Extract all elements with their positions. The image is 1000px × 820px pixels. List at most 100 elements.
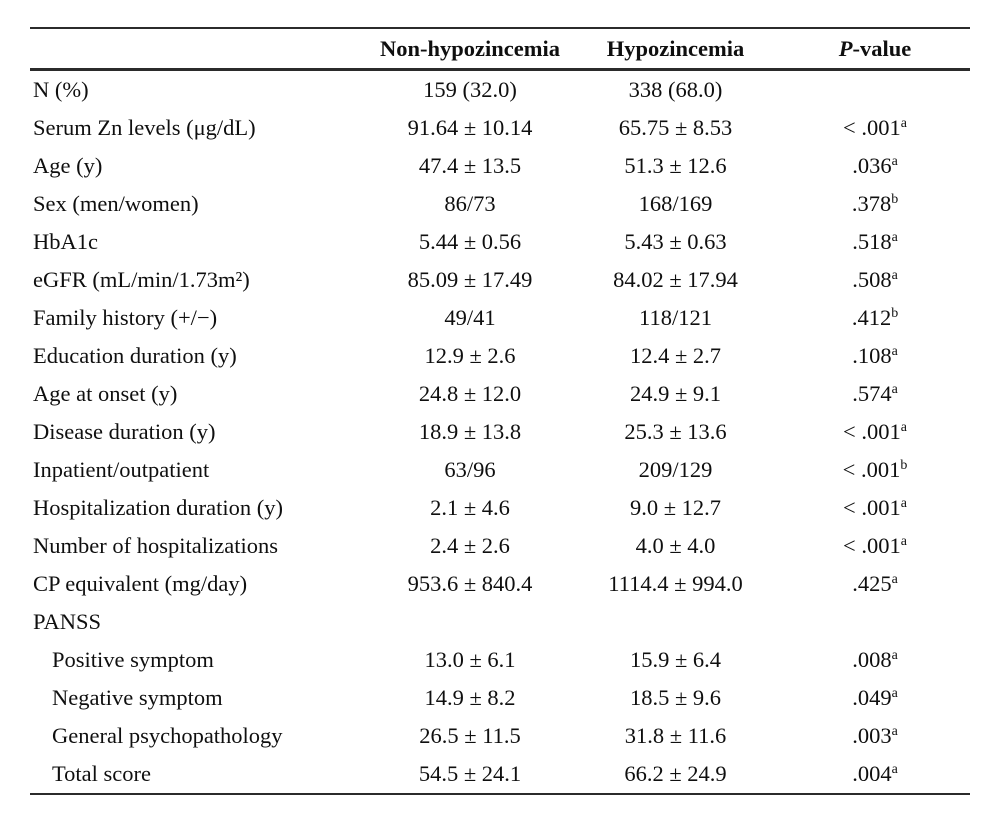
row-label: PANSS	[33, 609, 101, 634]
table-row: Inpatient/outpatient 63/96 209/129 < .00…	[30, 451, 970, 489]
hypozincemia-value: 12.4 ± 2.7	[629, 343, 722, 368]
hypozincemia-value: 209/129	[638, 457, 713, 482]
non-hypozincemia-value: 85.09 ± 17.49	[407, 267, 533, 292]
non-hypozincemia-value: 49/41	[444, 305, 496, 330]
p-value-superscript: b	[891, 306, 899, 322]
p-value-cell: .008a	[780, 647, 970, 673]
non-hypozincemia-value: 54.5 ± 24.1	[418, 761, 522, 786]
p-value-cell: .425a	[780, 571, 970, 597]
p-value-rest: -value	[852, 35, 912, 61]
table-row: Education duration (y) 12.9 ± 2.6 12.4 ±…	[30, 337, 970, 375]
p-value-text: .574	[852, 381, 892, 406]
table-row: PANSS	[30, 603, 970, 641]
row-label: N (%)	[33, 77, 89, 102]
hypozincemia-value: 24.9 ± 9.1	[629, 381, 722, 406]
table-row: Disease duration (y) 18.9 ± 13.8 25.3 ± …	[30, 413, 970, 451]
table-row: Total score 54.5 ± 24.1 66.2 ± 24.9 .004…	[30, 755, 970, 793]
table-row: HbA1c 5.44 ± 0.56 5.43 ± 0.63 .518a	[30, 223, 970, 261]
p-value-text: < .001	[843, 533, 901, 558]
row-label: General psychopathology	[52, 723, 283, 748]
col-header-hypozincemia: Hypozincemia	[606, 35, 745, 61]
row-label: Hospitalization duration (y)	[33, 495, 283, 520]
table-row: CP equivalent (mg/day) 953.6 ± 840.4 111…	[30, 565, 970, 603]
p-value-text: .004	[852, 761, 892, 786]
table-row: Sex (men/women) 86/73 168/169 .378b	[30, 185, 970, 223]
p-value-superscript: a	[891, 572, 898, 588]
comparison-table: Non-hypozincemia Hypozincemia P-value N …	[30, 27, 970, 795]
p-value-text: < .001	[843, 115, 901, 140]
non-hypozincemia-value: 86/73	[444, 191, 496, 216]
table-row: Family history (+/−) 49/41 118/121 .412b	[30, 299, 970, 337]
non-hypozincemia-value: 47.4 ± 13.5	[418, 153, 522, 178]
p-value-superscript: a	[891, 268, 898, 284]
table-row: Serum Zn levels (μg/dL) 91.64 ± 10.14 65…	[30, 109, 970, 147]
p-value-superscript: b	[900, 458, 908, 474]
row-label: Total score	[52, 761, 152, 786]
hypozincemia-value: 51.3 ± 12.6	[624, 153, 727, 178]
p-value-superscript: a	[891, 686, 898, 702]
row-label: Education duration (y)	[33, 343, 237, 368]
p-value-superscript: a	[891, 230, 898, 246]
p-value-text: .108	[852, 343, 892, 368]
table-row: Positive symptom 13.0 ± 6.1 15.9 ± 6.4 .…	[30, 641, 970, 679]
table-row: General psychopathology 26.5 ± 11.5 31.8…	[30, 717, 970, 755]
col-header-non-hypozincemia: Non-hypozincemia	[380, 35, 560, 61]
row-label: Sex (men/women)	[33, 191, 199, 216]
p-value-cell: .508a	[780, 267, 970, 293]
row-label: CP equivalent (mg/day)	[33, 571, 248, 596]
p-value-cell: .003a	[780, 723, 970, 749]
non-hypozincemia-value: 12.9 ± 2.6	[424, 343, 516, 368]
col-header-p-value: P-value	[780, 36, 970, 62]
p-value-cell: .004a	[780, 761, 970, 787]
p-value-text: .518	[852, 229, 892, 254]
table-row: Age (y) 47.4 ± 13.5 51.3 ± 12.6 .036a	[30, 147, 970, 185]
hypozincemia-value: 31.8 ± 11.6	[624, 723, 727, 748]
p-value-cell: .378b	[780, 191, 970, 217]
p-value-text: < .001	[842, 457, 901, 482]
p-value-cell: < .001a	[780, 495, 970, 521]
hypozincemia-value: 1114.4 ± 994.0	[608, 571, 743, 596]
table-row: Negative symptom 14.9 ± 8.2 18.5 ± 9.6 .…	[30, 679, 970, 717]
non-hypozincemia-value: 14.9 ± 8.2	[424, 685, 516, 710]
non-hypozincemia-value: 18.9 ± 13.8	[418, 419, 522, 444]
non-hypozincemia-value: 5.44 ± 0.56	[418, 229, 522, 254]
table-header-row: Non-hypozincemia Hypozincemia P-value	[30, 29, 970, 71]
p-value-text: .412	[851, 305, 892, 330]
non-hypozincemia-value: 2.4 ± 2.6	[430, 533, 510, 558]
non-hypozincemia-value: 26.5 ± 11.5	[419, 723, 521, 748]
hypozincemia-value: 18.5 ± 9.6	[629, 685, 722, 710]
hypozincemia-value: 84.02 ± 17.94	[613, 267, 738, 292]
hypozincemia-value: 118/121	[639, 305, 712, 330]
table-row: Hospitalization duration (y) 2.1 ± 4.6 9…	[30, 489, 970, 527]
row-label: Family history (+/−)	[33, 305, 218, 330]
non-hypozincemia-value: 91.64 ± 10.14	[407, 115, 533, 140]
table-row: eGFR (mL/min/1.73m²) 85.09 ± 17.49 84.02…	[30, 261, 970, 299]
p-value-superscript: a	[891, 382, 898, 398]
p-value-cell: < .001b	[780, 457, 970, 483]
p-value-text: < .001	[843, 495, 901, 520]
p-value-cell: .049a	[780, 685, 970, 711]
table-row: Number of hospitalizations 2.4 ± 2.6 4.0…	[30, 527, 970, 565]
non-hypozincemia-value: 953.6 ± 840.4	[407, 571, 533, 596]
table-body: N (%) 159 (32.0) 338 (68.0) Serum Zn lev…	[30, 71, 970, 793]
p-value-superscript: a	[891, 762, 898, 778]
hypozincemia-value: 168/169	[638, 191, 713, 216]
non-hypozincemia-value: 13.0 ± 6.1	[424, 647, 516, 672]
row-label: HbA1c	[33, 229, 98, 254]
row-label: Serum Zn levels (μg/dL)	[33, 115, 256, 140]
p-value-cell: < .001a	[780, 533, 970, 559]
p-value-superscript: a	[891, 154, 898, 170]
hypozincemia-value: 5.43 ± 0.63	[624, 229, 727, 254]
p-value-text: .378	[851, 191, 892, 216]
p-value-text: .049	[852, 685, 892, 710]
row-label: Number of hospitalizations	[33, 533, 278, 558]
p-value-superscript: a	[900, 420, 907, 436]
hypozincemia-value: 25.3 ± 13.6	[624, 419, 727, 444]
hypozincemia-value: 66.2 ± 24.9	[624, 761, 727, 786]
p-value-superscript: a	[900, 116, 907, 132]
p-value-cell: .412b	[780, 305, 970, 331]
p-value-text: .003	[852, 723, 892, 748]
hypozincemia-value: 15.9 ± 6.4	[629, 647, 722, 672]
hypozincemia-value: 4.0 ± 4.0	[635, 533, 716, 558]
